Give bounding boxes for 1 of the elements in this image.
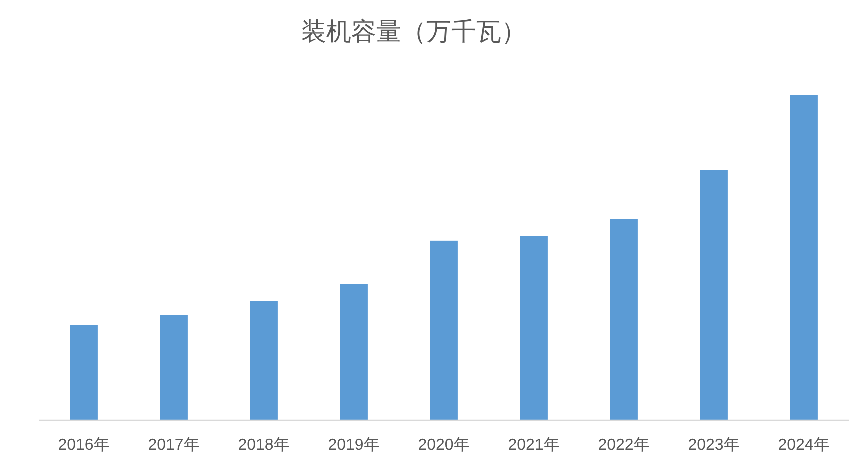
title: 装机容量（万千瓦） <box>302 18 526 46</box>
